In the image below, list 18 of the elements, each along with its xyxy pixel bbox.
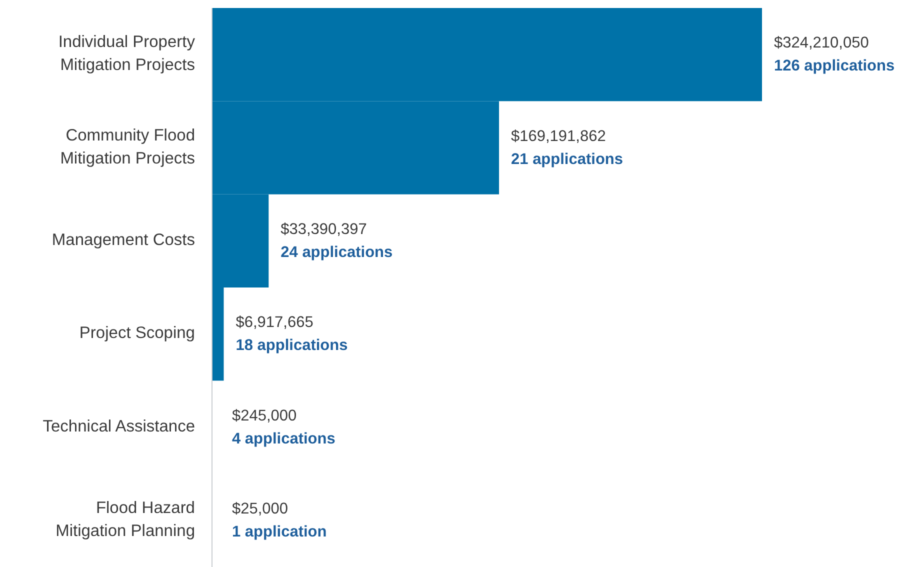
annotation: 21 applications	[511, 150, 624, 168]
data-label: $245,000	[232, 407, 298, 424]
annotation: 24 applications	[280, 244, 393, 262]
y-tick-label: Community Flood Mitigation Projects	[60, 126, 195, 168]
y-tick-label: Management Costs	[52, 231, 195, 250]
data-label: $25,000	[232, 500, 288, 518]
y-tick-label: Technical Assistance	[42, 418, 195, 436]
y-tick-label: Flood Hazard Mitigation Planning	[56, 499, 195, 540]
data-label: $324,210,050	[774, 34, 870, 52]
y-tick-label: Individual Property Mitigation Projects	[58, 33, 196, 74]
data-label: $169,191,862	[511, 128, 606, 145]
data-label: $6,917,665	[236, 314, 314, 332]
annotation: 1 application	[232, 524, 327, 541]
annotation: 4 applications	[232, 430, 336, 448]
y-tick-label: Project Scoping	[79, 324, 195, 342]
data-label: $33,390,397	[280, 221, 367, 238]
annotation: 18 applications	[236, 337, 348, 354]
annotation: 126 applications	[774, 58, 895, 75]
